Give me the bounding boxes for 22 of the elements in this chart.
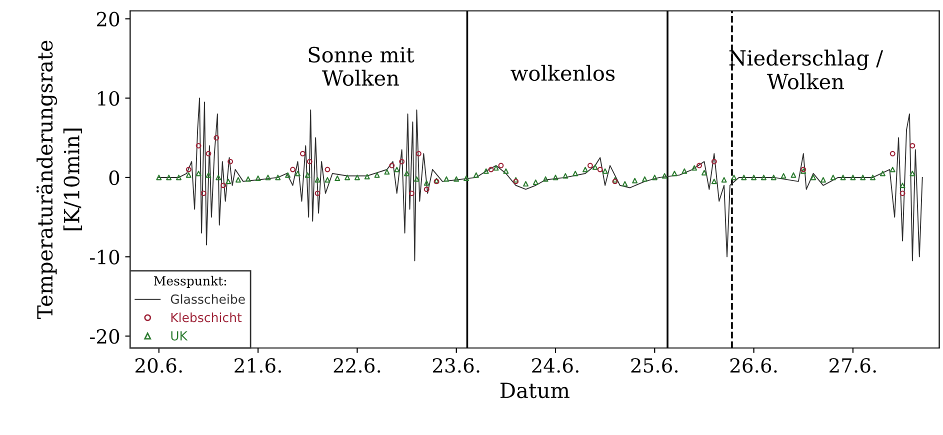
legend-label: UK xyxy=(171,331,188,341)
y-tick-label: 10 xyxy=(98,91,120,106)
annotation: Sonne mit Wolken xyxy=(308,46,414,86)
y-axis-title: Temperaturänderungsrate [K/10min] xyxy=(36,40,82,320)
legend-title: Messpunkt: xyxy=(154,276,226,288)
x-tick-label: 27.6. xyxy=(830,358,876,373)
legend-label: Klebschicht xyxy=(171,312,242,322)
x-tick-label: 24.6. xyxy=(532,358,578,373)
x-tick-label: 25.6. xyxy=(631,358,678,373)
y-tick-label: 20 xyxy=(96,12,120,26)
x-tick-label: 23.6. xyxy=(432,358,480,373)
annotation: Niederschlag / Wolken xyxy=(729,50,884,90)
y-tick-label: -10 xyxy=(90,250,120,264)
annotation: wolkenlos xyxy=(510,64,615,81)
x-axis-title: Datum xyxy=(500,382,570,398)
y-tick-label: 0 xyxy=(109,170,120,186)
y-tick-label: -20 xyxy=(90,329,120,344)
x-tick-label: 26.6. xyxy=(730,358,777,373)
x-tick-label: 20.6. xyxy=(135,358,182,373)
x-tick-label: 21.6. xyxy=(234,358,281,373)
x-tick-label: 22.6. xyxy=(334,358,380,373)
legend-label: Glasscheibe xyxy=(170,294,245,304)
